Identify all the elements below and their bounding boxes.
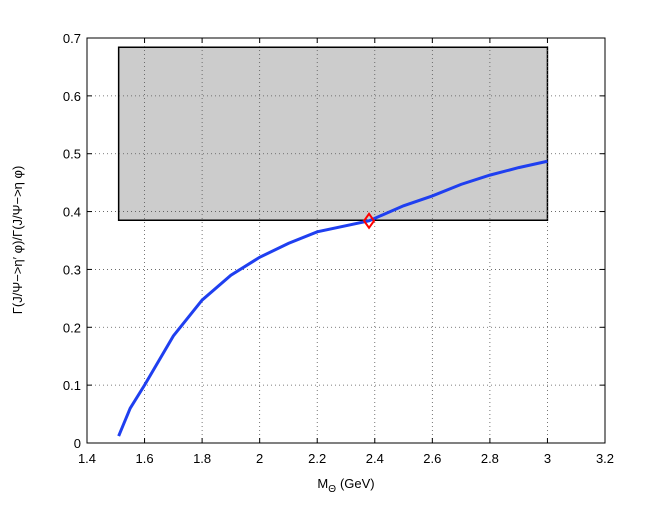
marker [362, 212, 376, 230]
y-axis-label: Γ(J/Ψ−>η′ φ)/Γ(J/Ψ−>η φ) [10, 166, 25, 315]
x-tick-label: 1.8 [193, 451, 211, 466]
x-tick-label: 2.4 [366, 451, 384, 466]
y-tick-label: 0 [74, 436, 81, 451]
x-tick-label: 2.2 [308, 451, 326, 466]
x-label-main: M [317, 476, 328, 491]
x-tick-label: 3 [544, 451, 551, 466]
y-tick-label: 0.3 [63, 262, 81, 277]
y-tick-label: 0.4 [63, 205, 81, 220]
curve [117, 159, 548, 437]
x-label-sub: Θ [328, 484, 336, 495]
x-tick-label: 2 [256, 451, 263, 466]
y-tick-label: 0.6 [63, 89, 81, 104]
y-tick-label: 0.5 [63, 147, 81, 162]
x-tick-label: 2.6 [423, 451, 441, 466]
x-tick-label: 1.6 [136, 451, 154, 466]
y-tick-label: 0.1 [63, 378, 81, 393]
x-tick-label: 3.2 [596, 451, 614, 466]
x-tick-label: 2.8 [481, 451, 499, 466]
plot-frame [86, 37, 606, 444]
y-tick-label: 0.7 [63, 31, 81, 46]
y-tick-label: 0.2 [63, 320, 81, 335]
x-label-unit: (GeV) [340, 476, 375, 491]
x-axis-label: MΘ (GeV) [317, 476, 374, 495]
x-tick-label: 1.4 [78, 451, 96, 466]
range-box [117, 46, 549, 221]
